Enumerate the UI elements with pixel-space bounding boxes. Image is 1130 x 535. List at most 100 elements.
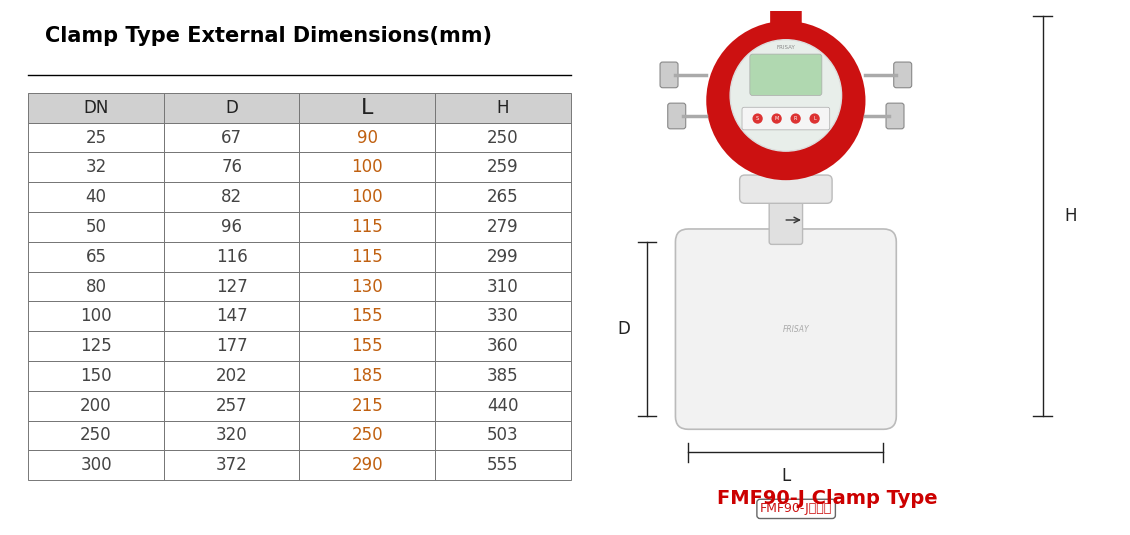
Text: 503: 503 xyxy=(487,426,519,445)
Circle shape xyxy=(706,21,866,180)
Text: L: L xyxy=(814,116,816,121)
Text: 116: 116 xyxy=(216,248,247,266)
Bar xyxy=(164,123,299,152)
Text: 147: 147 xyxy=(216,307,247,325)
Text: 290: 290 xyxy=(351,456,383,474)
Text: 96: 96 xyxy=(221,218,242,236)
Text: 330: 330 xyxy=(487,307,519,325)
Text: 250: 250 xyxy=(351,426,383,445)
Text: 100: 100 xyxy=(80,307,112,325)
Text: L: L xyxy=(362,98,373,118)
Bar xyxy=(299,182,435,212)
Bar xyxy=(164,272,299,301)
Bar xyxy=(164,301,299,331)
Text: 185: 185 xyxy=(351,367,383,385)
FancyBboxPatch shape xyxy=(676,229,896,429)
Bar xyxy=(28,421,164,450)
Text: 115: 115 xyxy=(351,248,383,266)
Bar xyxy=(435,331,571,361)
Bar xyxy=(435,421,571,450)
Bar xyxy=(435,212,571,242)
Text: 259: 259 xyxy=(487,158,519,177)
Bar xyxy=(28,212,164,242)
Bar xyxy=(164,242,299,272)
Text: 372: 372 xyxy=(216,456,247,474)
Bar xyxy=(435,152,571,182)
Bar xyxy=(299,301,435,331)
Circle shape xyxy=(730,40,842,151)
Text: FMF90-J夹持式: FMF90-J夹持式 xyxy=(760,502,833,515)
Text: 115: 115 xyxy=(351,218,383,236)
Text: FRISAY: FRISAY xyxy=(776,45,796,50)
Text: 65: 65 xyxy=(86,248,106,266)
Text: 50: 50 xyxy=(86,218,106,236)
Bar xyxy=(435,391,571,421)
Text: 300: 300 xyxy=(80,456,112,474)
Bar xyxy=(164,391,299,421)
Bar xyxy=(28,361,164,391)
Bar xyxy=(435,242,571,272)
Bar xyxy=(435,123,571,152)
Text: 80: 80 xyxy=(86,278,106,295)
Text: 250: 250 xyxy=(487,128,519,147)
Bar xyxy=(299,152,435,182)
Bar xyxy=(164,331,299,361)
Text: 310: 310 xyxy=(487,278,519,295)
Text: 299: 299 xyxy=(487,248,519,266)
Text: D: D xyxy=(618,320,631,338)
Bar xyxy=(164,182,299,212)
Bar xyxy=(28,93,571,123)
Bar xyxy=(299,93,435,123)
Circle shape xyxy=(809,113,819,124)
Text: 385: 385 xyxy=(487,367,519,385)
Bar xyxy=(435,93,571,123)
Bar xyxy=(164,450,299,480)
Circle shape xyxy=(772,113,782,124)
Bar xyxy=(28,123,164,152)
Bar xyxy=(164,212,299,242)
Text: 100: 100 xyxy=(351,188,383,206)
Bar xyxy=(28,152,164,182)
FancyBboxPatch shape xyxy=(668,103,686,129)
Text: M: M xyxy=(774,116,779,121)
Text: DN: DN xyxy=(84,99,108,117)
Text: H: H xyxy=(1064,207,1077,225)
Text: 150: 150 xyxy=(80,367,112,385)
Bar xyxy=(299,212,435,242)
Bar xyxy=(164,93,299,123)
Bar xyxy=(28,93,164,123)
Text: 130: 130 xyxy=(351,278,383,295)
FancyBboxPatch shape xyxy=(740,175,832,203)
Text: 440: 440 xyxy=(487,396,519,415)
Text: 265: 265 xyxy=(487,188,519,206)
Text: S: S xyxy=(756,116,759,121)
Bar xyxy=(28,301,164,331)
Bar xyxy=(299,272,435,301)
Bar xyxy=(435,361,571,391)
Bar xyxy=(164,152,299,182)
Bar xyxy=(28,450,164,480)
Bar xyxy=(164,361,299,391)
Text: R: R xyxy=(794,116,798,121)
Text: Clamp Type External Dimensions(mm): Clamp Type External Dimensions(mm) xyxy=(45,26,493,46)
FancyBboxPatch shape xyxy=(750,54,822,95)
Text: 40: 40 xyxy=(86,188,106,206)
Text: 155: 155 xyxy=(351,337,383,355)
Text: 215: 215 xyxy=(351,396,383,415)
Text: 82: 82 xyxy=(221,188,242,206)
Text: 127: 127 xyxy=(216,278,247,295)
Bar xyxy=(299,391,435,421)
Text: 279: 279 xyxy=(487,218,519,236)
Bar xyxy=(28,182,164,212)
Bar xyxy=(435,272,571,301)
Text: 125: 125 xyxy=(80,337,112,355)
FancyBboxPatch shape xyxy=(886,103,904,129)
Text: FMF90-J Clamp Type: FMF90-J Clamp Type xyxy=(716,489,937,508)
Circle shape xyxy=(791,113,801,124)
FancyBboxPatch shape xyxy=(660,62,678,88)
Bar xyxy=(299,450,435,480)
Bar xyxy=(299,123,435,152)
Text: 67: 67 xyxy=(221,128,242,147)
Text: L: L xyxy=(781,467,791,485)
Text: 250: 250 xyxy=(80,426,112,445)
